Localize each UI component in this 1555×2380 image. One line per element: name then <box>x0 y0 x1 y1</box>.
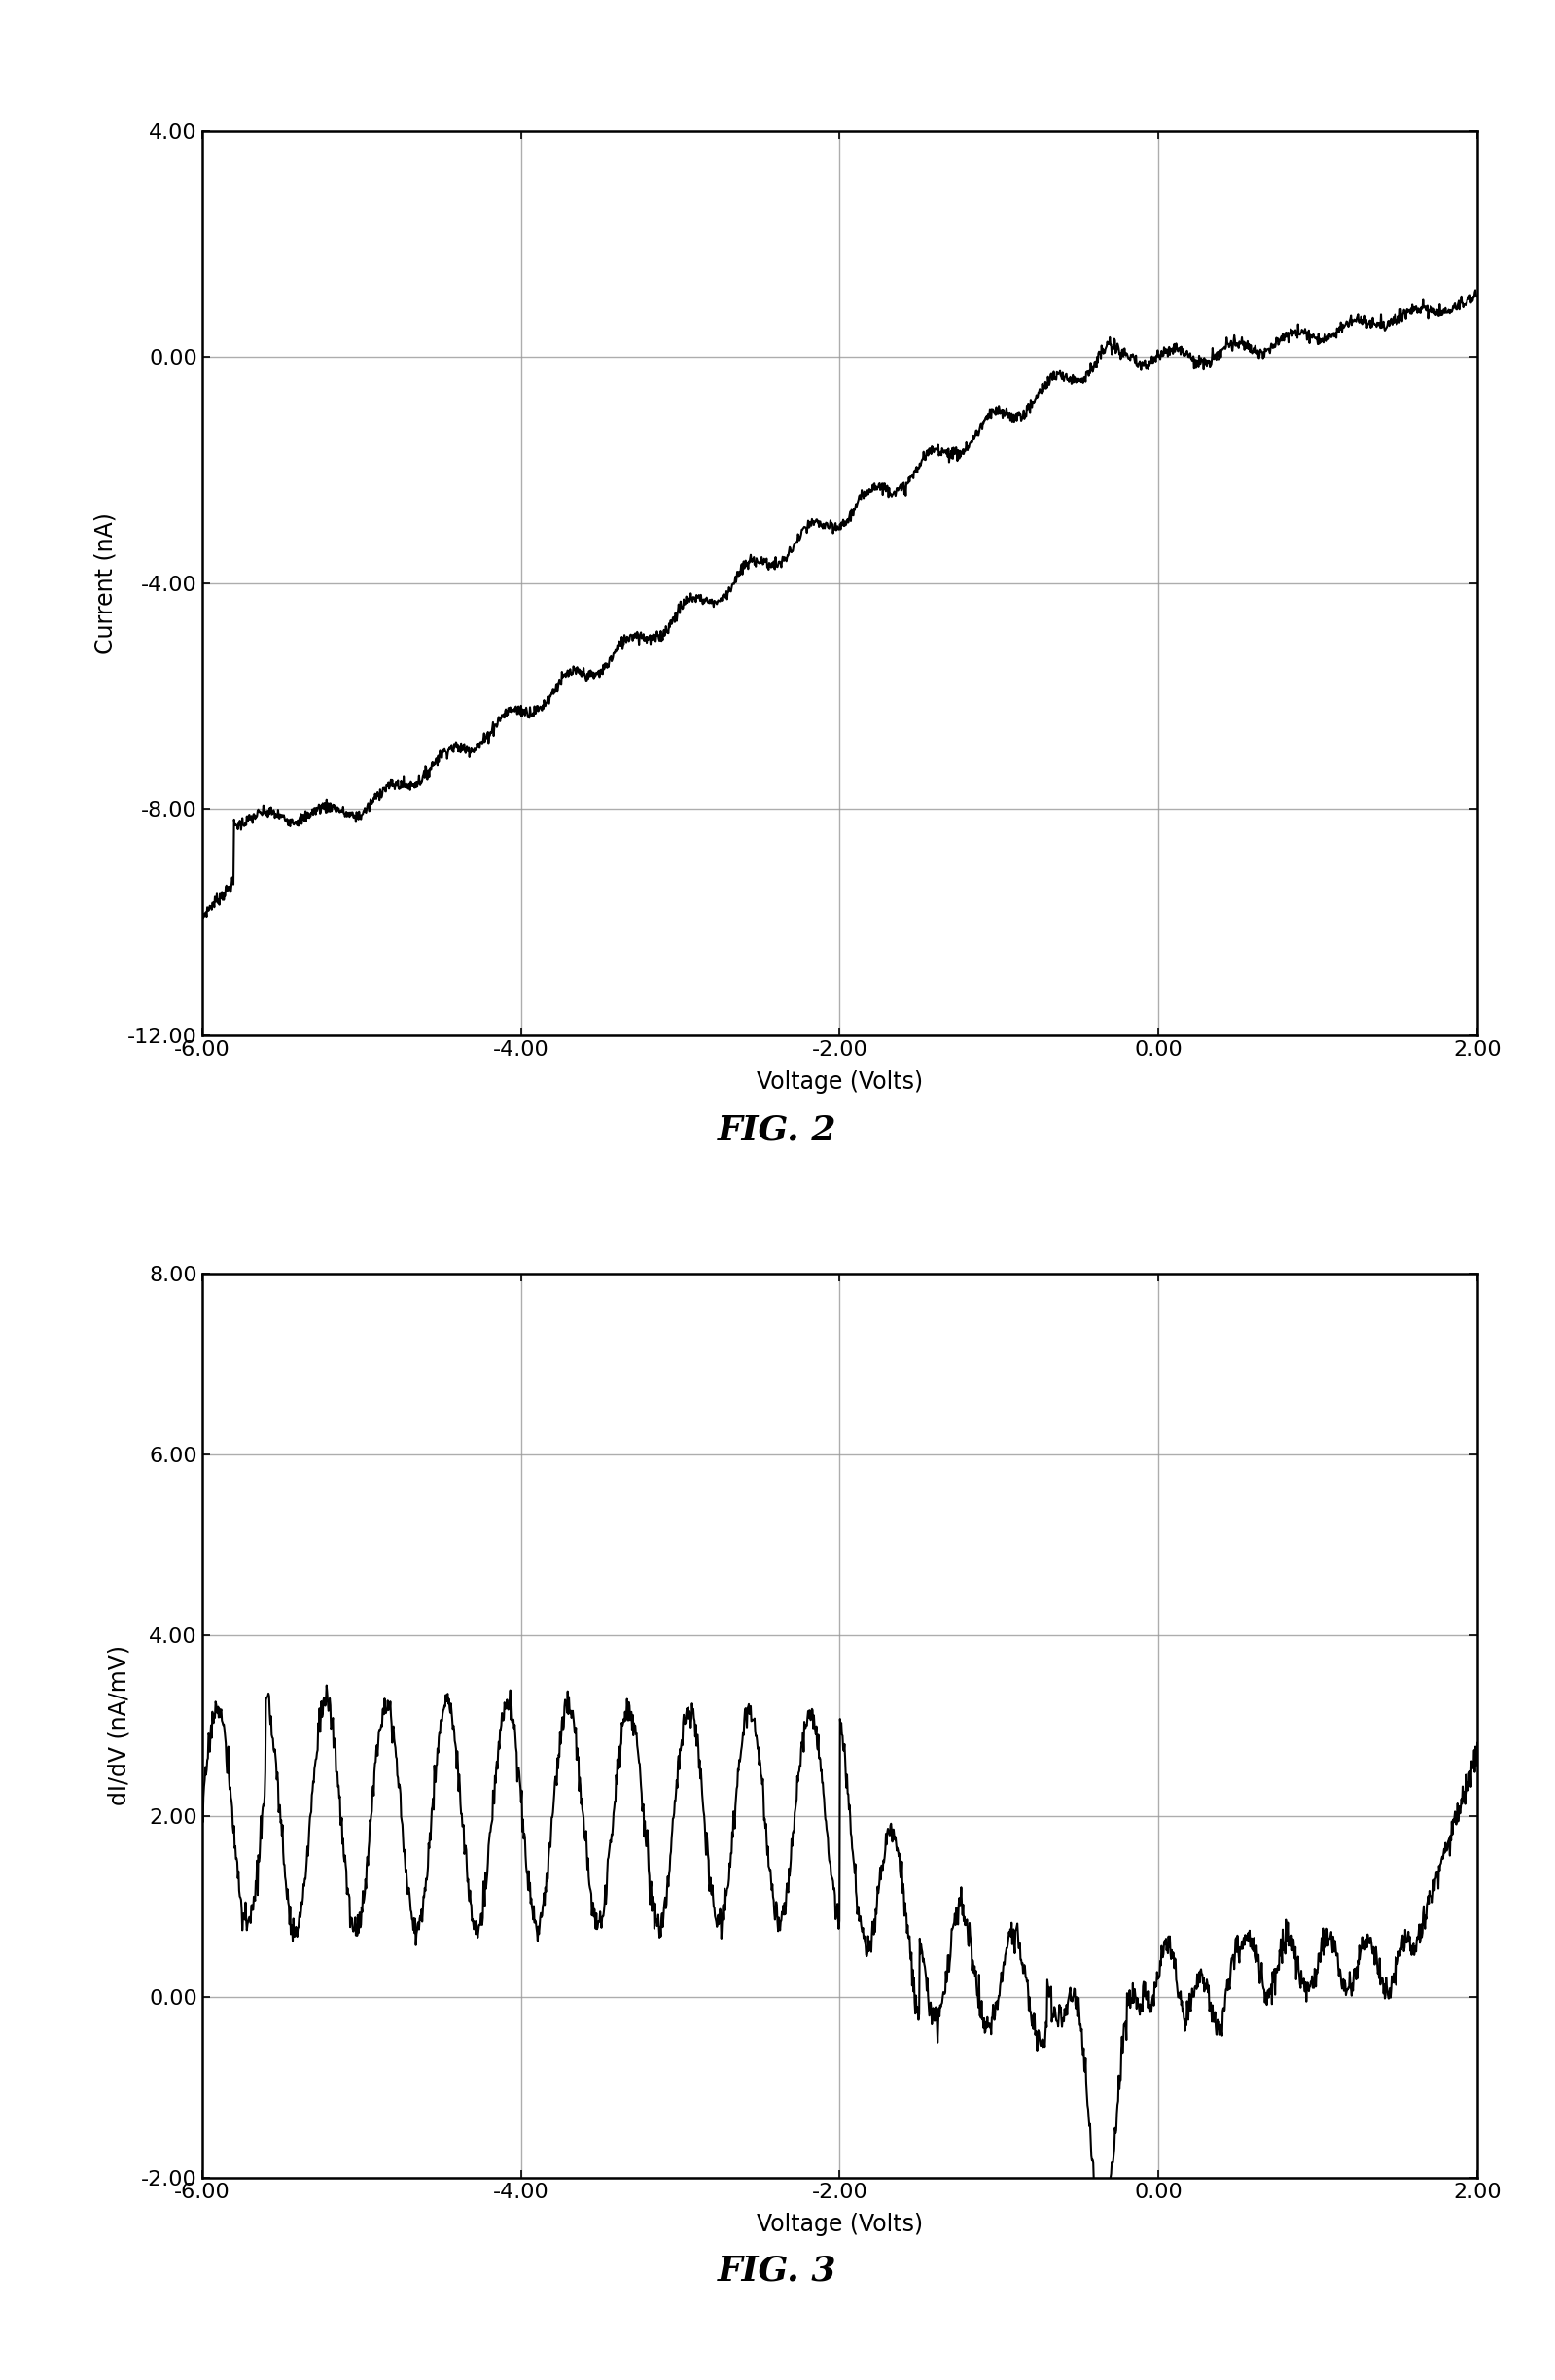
Text: FIG. 2: FIG. 2 <box>718 1114 837 1147</box>
Y-axis label: dI/dV (nA/mV): dI/dV (nA/mV) <box>107 1645 131 1806</box>
X-axis label: Voltage (Volts): Voltage (Volts) <box>756 2213 924 2235</box>
X-axis label: Voltage (Volts): Voltage (Volts) <box>756 1071 924 1092</box>
Y-axis label: Current (nA): Current (nA) <box>93 512 117 654</box>
Text: FIG. 3: FIG. 3 <box>718 2254 837 2287</box>
